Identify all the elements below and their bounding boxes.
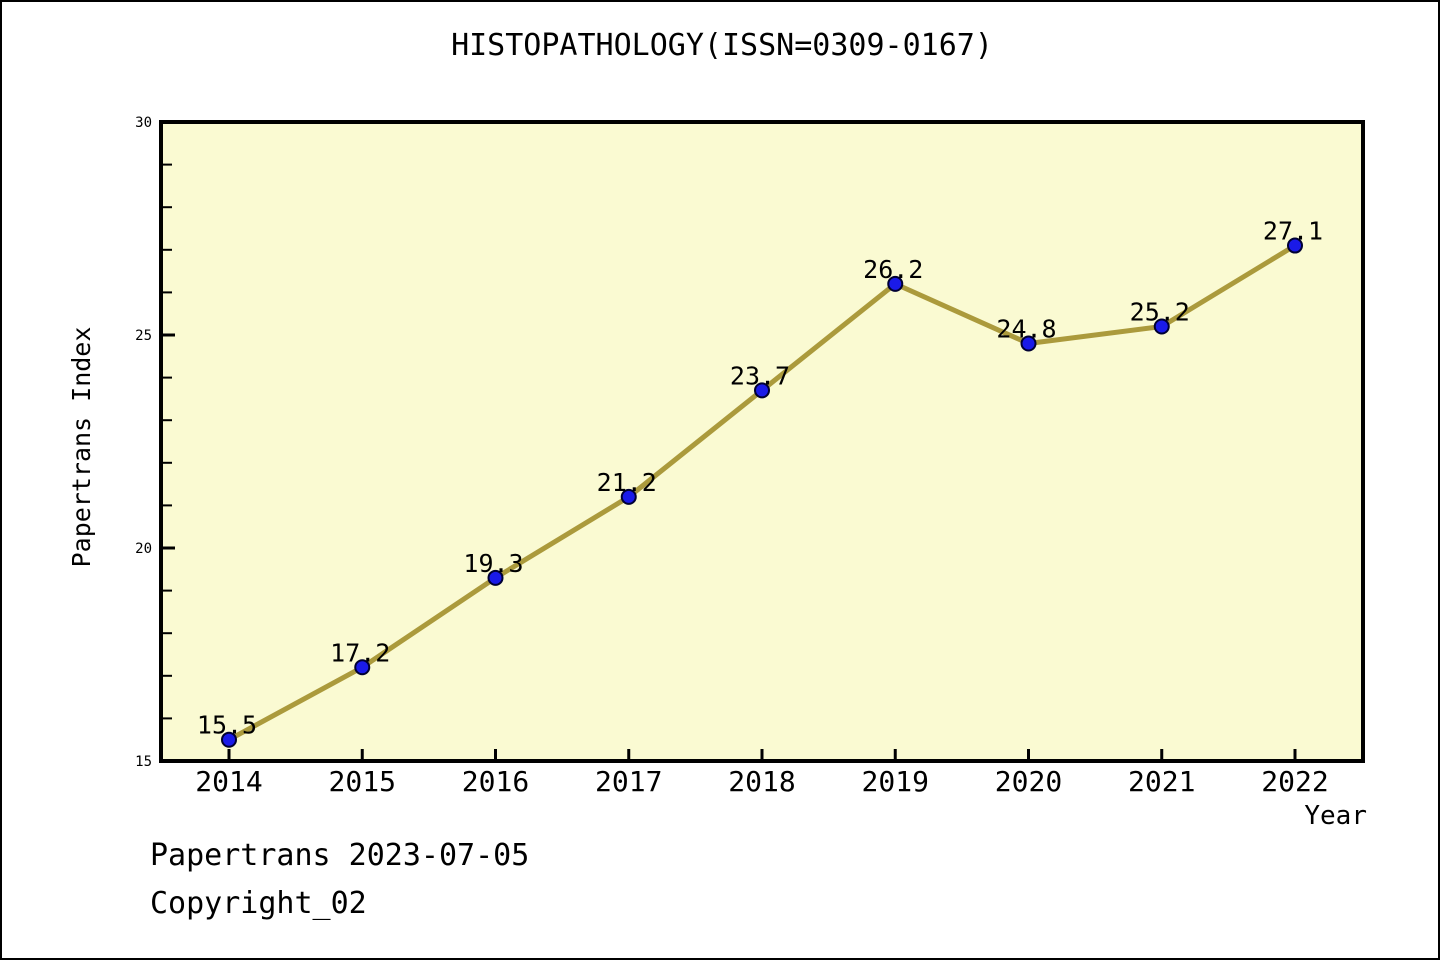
chart-title: HISTOPATHOLOGY(ISSN=0309-0167) xyxy=(451,28,993,63)
y-tick-label: 30 xyxy=(135,115,152,131)
x-tick-label: 2017 xyxy=(595,765,662,798)
data-point xyxy=(754,382,770,399)
data-point xyxy=(887,275,904,292)
footer-source-date: Papertrans 2023-07-05 xyxy=(150,838,530,873)
data-point-label: 25.2 xyxy=(1130,297,1190,326)
data-point-label: 23.7 xyxy=(730,361,790,390)
x-axis-label: Year xyxy=(1304,801,1367,831)
x-tick-label: 2021 xyxy=(1128,765,1195,798)
x-tick-label: 2018 xyxy=(728,765,795,798)
x-tick-label: 2020 xyxy=(995,765,1062,798)
data-point-label: 15.5 xyxy=(197,711,257,740)
data-point-label: 24.8 xyxy=(996,315,1056,344)
y-tick-label: 25 xyxy=(135,328,152,344)
data-point xyxy=(620,488,637,505)
data-point-label: 17.2 xyxy=(330,638,390,667)
plot-area-border xyxy=(159,120,1365,763)
data-point xyxy=(487,569,504,586)
data-point xyxy=(221,731,237,748)
y-tick-label: 15 xyxy=(135,754,152,770)
data-point xyxy=(1153,318,1170,335)
x-tick-label: 2022 xyxy=(1261,765,1328,798)
x-tick-label: 2014 xyxy=(195,765,262,798)
data-point xyxy=(354,659,371,676)
y-tick-label: 20 xyxy=(135,541,152,557)
y-axis-label: Papertrans Index xyxy=(67,327,96,568)
footer-copyright: Copyright_02 xyxy=(150,886,367,921)
plot-area-background xyxy=(161,122,1363,761)
data-point-label: 21.2 xyxy=(597,468,657,497)
data-point-label: 26.2 xyxy=(863,255,923,284)
data-point-label: 19.3 xyxy=(463,549,523,578)
data-point xyxy=(1020,335,1037,352)
data-point-label: 27.1 xyxy=(1263,217,1323,246)
x-tick-label: 2019 xyxy=(862,765,929,798)
x-tick-label: 2015 xyxy=(329,765,396,798)
x-tick-label: 2016 xyxy=(462,765,529,798)
data-point xyxy=(1287,237,1303,254)
